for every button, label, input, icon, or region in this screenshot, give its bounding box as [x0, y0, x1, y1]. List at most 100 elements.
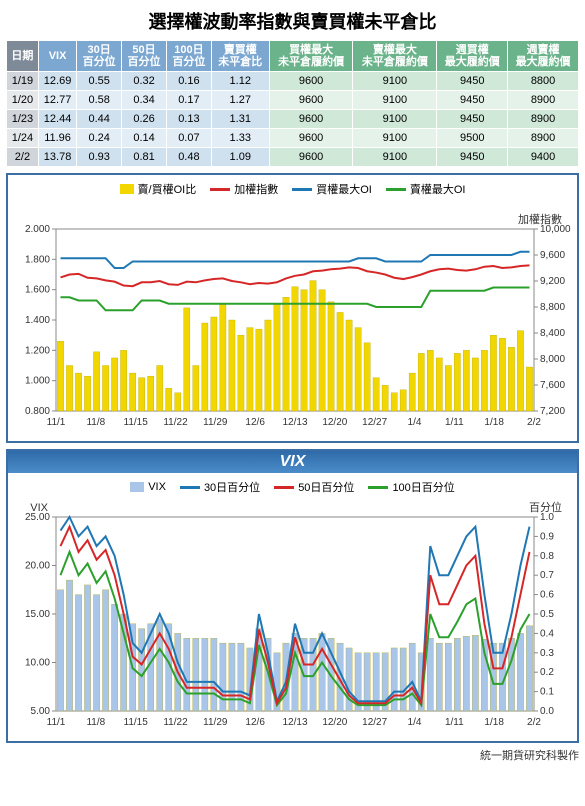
- cell: 8900: [508, 110, 579, 129]
- cell: 9600: [269, 72, 353, 91]
- legend-item: 買權最大OI: [292, 181, 372, 197]
- cell: 8900: [508, 91, 579, 110]
- cell: 9600: [269, 91, 353, 110]
- svg-text:百分位: 百分位: [529, 500, 562, 514]
- cell: 1.12: [211, 72, 269, 91]
- svg-text:11/29: 11/29: [203, 717, 228, 728]
- svg-text:12/27: 12/27: [362, 417, 387, 428]
- cell: 0.24: [77, 129, 122, 148]
- col-header: 100日 百分位: [166, 41, 211, 72]
- legend-item: 50日百分位: [274, 479, 354, 495]
- svg-text:1/11: 1/11: [445, 717, 464, 728]
- svg-text:5.00: 5.00: [31, 706, 51, 717]
- chart1-svg: 0.8001.0001.2001.4001.6001.8002.0007,200…: [14, 201, 571, 439]
- chart1-legend: 賣/買權OI比加權指數買權最大OI賣權最大OI: [14, 181, 571, 197]
- svg-text:11/29: 11/29: [203, 417, 228, 428]
- svg-text:2/2: 2/2: [527, 417, 541, 428]
- cell: 1.33: [211, 129, 269, 148]
- svg-text:1/4: 1/4: [408, 717, 422, 728]
- svg-text:11/22: 11/22: [163, 417, 188, 428]
- svg-text:VIX: VIX: [30, 502, 48, 514]
- legend-item: 加權指數: [210, 181, 278, 197]
- svg-text:1.000: 1.000: [25, 376, 50, 387]
- footer: 統一期貨研究科製作: [6, 747, 579, 763]
- cell: 0.34: [122, 91, 167, 110]
- cell: 9100: [353, 148, 437, 167]
- svg-text:1.800: 1.800: [25, 255, 50, 266]
- cell: 12.44: [38, 110, 76, 129]
- cell: 9600: [269, 110, 353, 129]
- col-header: 賣權最大 未平倉履約價: [353, 41, 437, 72]
- svg-text:0.8: 0.8: [540, 551, 554, 562]
- svg-text:1/18: 1/18: [484, 717, 504, 728]
- cell: 9400: [508, 148, 579, 167]
- svg-text:1/11: 1/11: [445, 417, 464, 428]
- svg-text:0.0: 0.0: [540, 706, 554, 717]
- svg-text:0.9: 0.9: [540, 532, 554, 543]
- svg-text:1/4: 1/4: [408, 417, 422, 428]
- svg-text:11/8: 11/8: [86, 717, 105, 728]
- col-header: 週買權 最大履約價: [437, 41, 508, 72]
- legend-item: 賣/買權OI比: [120, 181, 197, 197]
- cell: 0.93: [77, 148, 122, 167]
- svg-text:9,600: 9,600: [540, 250, 565, 261]
- cell: 9450: [437, 110, 508, 129]
- legend-item: 30日百分位: [180, 479, 260, 495]
- svg-text:1.600: 1.600: [25, 285, 50, 296]
- svg-text:7,600: 7,600: [540, 380, 565, 391]
- cell: 0.58: [77, 91, 122, 110]
- cell: 9600: [269, 148, 353, 167]
- svg-text:0.3: 0.3: [540, 648, 554, 659]
- col-header: 賣買權 未平倉比: [211, 41, 269, 72]
- cell: 9100: [353, 129, 437, 148]
- cell: 0.07: [166, 129, 211, 148]
- cell: 0.16: [166, 72, 211, 91]
- cell: 0.32: [122, 72, 167, 91]
- col-header: 日期: [7, 41, 39, 72]
- svg-text:11/1: 11/1: [47, 717, 66, 728]
- svg-text:11/8: 11/8: [86, 417, 105, 428]
- cell: 1.27: [211, 91, 269, 110]
- cell: 0.44: [77, 110, 122, 129]
- chart2-title: VIX: [8, 451, 577, 473]
- svg-text:0.2: 0.2: [540, 667, 554, 678]
- svg-text:9,200: 9,200: [540, 276, 565, 287]
- col-header: VIX: [38, 41, 76, 72]
- svg-text:2/2: 2/2: [527, 717, 541, 728]
- svg-text:1.200: 1.200: [25, 346, 50, 357]
- svg-text:0.4: 0.4: [540, 629, 554, 640]
- cell: 13.78: [38, 148, 76, 167]
- data-table: 日期VIX30日 百分位50日 百分位100日 百分位賣買權 未平倉比買權最大 …: [6, 40, 579, 167]
- cell: 9100: [353, 110, 437, 129]
- cell: 0.48: [166, 148, 211, 167]
- legend-item: VIX: [130, 479, 166, 495]
- svg-text:12/6: 12/6: [245, 417, 265, 428]
- cell: 9600: [269, 129, 353, 148]
- cell: 0.55: [77, 72, 122, 91]
- cell: 9450: [437, 72, 508, 91]
- svg-text:8,000: 8,000: [540, 354, 565, 365]
- col-header: 50日 百分位: [122, 41, 167, 72]
- cell: 12.77: [38, 91, 76, 110]
- cell: 1/23: [7, 110, 39, 129]
- svg-text:8,800: 8,800: [540, 302, 565, 313]
- cell: 9500: [437, 129, 508, 148]
- svg-text:0.7: 0.7: [540, 570, 554, 581]
- cell: 1.31: [211, 110, 269, 129]
- svg-text:12/13: 12/13: [282, 717, 307, 728]
- svg-text:12/6: 12/6: [245, 717, 265, 728]
- svg-text:0.6: 0.6: [540, 590, 554, 601]
- svg-text:1.400: 1.400: [25, 315, 50, 326]
- cell: 2/2: [7, 148, 39, 167]
- svg-text:0.5: 0.5: [540, 609, 554, 620]
- svg-text:12/20: 12/20: [322, 717, 347, 728]
- cell: 8900: [508, 129, 579, 148]
- legend-item: 100日百分位: [368, 479, 454, 495]
- cell: 0.26: [122, 110, 167, 129]
- col-header: 週賣權 最大履約價: [508, 41, 579, 72]
- svg-text:11/15: 11/15: [124, 417, 149, 428]
- chart2-legend: VIX 30日百分位 50日百分位 100日百分位: [14, 479, 571, 495]
- svg-text:11/22: 11/22: [163, 717, 188, 728]
- cell: 0.17: [166, 91, 211, 110]
- cell: 0.81: [122, 148, 167, 167]
